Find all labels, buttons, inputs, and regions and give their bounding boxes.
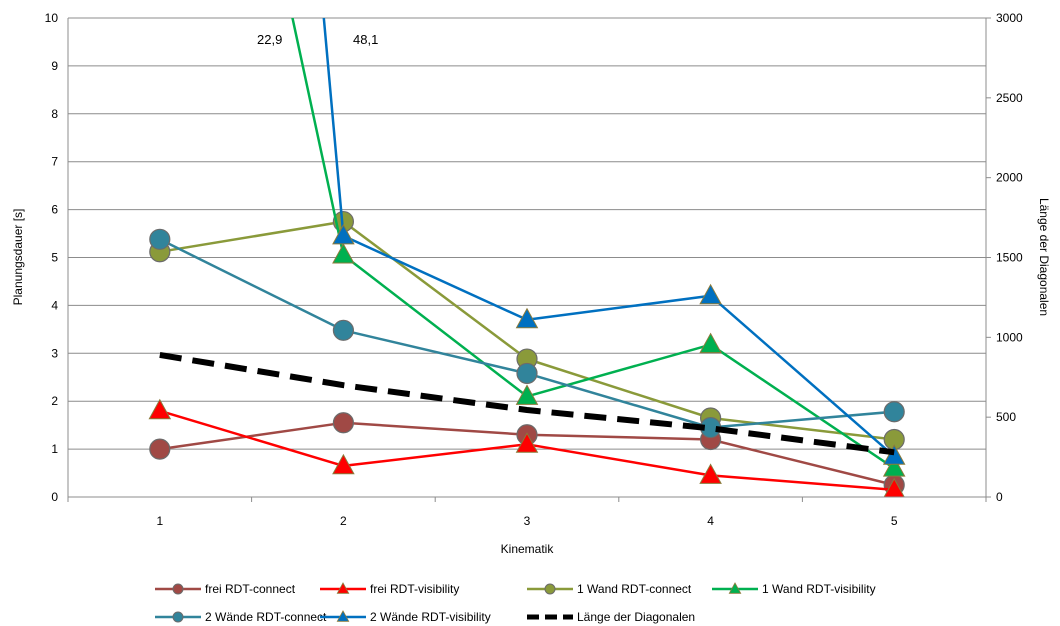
x-tick-label: 1 (156, 514, 163, 528)
y-tick-label: 8 (51, 107, 58, 121)
y2-tick-label: 1000 (996, 330, 1023, 344)
series-2-w-nde-rdt-connect (149, 228, 905, 439)
legend-item: Länge der Diagonalen (527, 610, 695, 624)
data-point (332, 243, 355, 264)
series-2-w-nde-rdt-visibility (322, 18, 906, 465)
x-tick-label: 4 (707, 514, 714, 528)
data-point (332, 453, 355, 475)
x-axis-title: Kinematik (501, 542, 555, 556)
y-tick-label: 7 (51, 155, 58, 169)
data-point (699, 283, 722, 305)
legend-marker (728, 582, 742, 594)
data-point (515, 432, 539, 453)
legend-item: frei RDT-connect (155, 582, 296, 596)
legend-marker (336, 582, 350, 594)
axes: 0 1 2 3 4 5 6 7 8 9 10 0 500 1000 1500 2000 2500 3000 1 2 3 4… (45, 11, 1023, 528)
data-point (882, 456, 906, 477)
legend-item: 1 Wand RDT-connect (527, 582, 692, 596)
y2-tick-label: 2000 (996, 171, 1023, 185)
y-tick-label: 0 (51, 490, 58, 504)
y-axis-title: Planungsdauer [s] (11, 209, 25, 306)
y-tick-label: 1 (51, 442, 58, 456)
legend-marker (336, 610, 350, 622)
data-point (882, 444, 906, 465)
legend-label: frei RDT-connect (205, 582, 296, 596)
data-point (515, 384, 539, 405)
y2-tick-label: 500 (996, 410, 1016, 424)
annotation-value-2: 48,1 (353, 32, 378, 47)
series-line (159, 220, 895, 441)
gridlines (68, 17, 986, 498)
legend: frei RDT-connect frei RDT-visibility 1 Wan… (155, 582, 876, 624)
data-point (515, 307, 539, 329)
x-tick-label: 2 (340, 514, 347, 528)
data-point (883, 477, 905, 497)
data-point (332, 319, 354, 341)
legend-item: 1 Wand RDT-visibility (712, 582, 876, 596)
legend-item: 2 Wände RDT-connect (155, 610, 327, 624)
data-point (149, 228, 171, 250)
data-point (516, 362, 538, 385)
series-layer (148, 18, 906, 497)
x-tick-label: 5 (891, 514, 898, 528)
data-point (699, 463, 722, 484)
y2-tick-label: 0 (996, 490, 1003, 504)
legend-marker (172, 611, 184, 623)
data-point (699, 332, 722, 354)
y-tick-label: 6 (51, 203, 58, 217)
legend-label: 2 Wände RDT-connect (205, 610, 327, 624)
y-tick-label: 2 (51, 394, 58, 408)
data-point (148, 398, 172, 420)
y-tick-label: 10 (45, 11, 59, 25)
data-point (332, 223, 355, 245)
y-tick-label: 4 (51, 298, 58, 312)
y2-tick-label: 2500 (996, 91, 1023, 105)
data-point (883, 401, 905, 423)
legend-marker (172, 583, 184, 595)
legend-label: Länge der Diagonalen (577, 610, 695, 624)
y-tick-label: 9 (51, 59, 58, 73)
series-frei-rdt-visibility (148, 398, 905, 497)
annotation-value-1: 22,9 (257, 32, 282, 47)
y-tick-label: 3 (51, 346, 58, 360)
series-1-wand-rdt-visibility (291, 18, 906, 477)
series-line (159, 351, 895, 456)
legend-label: frei RDT-visibility (370, 582, 459, 596)
legend-item: 2 Wände RDT-visibility (320, 610, 491, 624)
legend-marker (544, 583, 556, 595)
data-point (149, 438, 171, 460)
legend-label: 1 Wand RDT-connect (577, 582, 692, 596)
y2-axis-title: Länge der Diagonalen (1037, 198, 1051, 316)
series-1-wand-rdt-connect (149, 210, 905, 451)
legend-item: frei RDT-visibility (320, 582, 459, 596)
x-tick-label: 3 (524, 514, 531, 528)
y2-tick-label: 1500 (996, 251, 1023, 265)
y2-tick-label: 3000 (996, 11, 1023, 25)
legend-label: 1 Wand RDT-visibility (762, 582, 876, 596)
legend-label: 2 Wände RDT-visibility (370, 610, 491, 624)
series-l-nge-der-diagonalen (159, 351, 895, 456)
data-point (332, 412, 354, 434)
y-tick-label: 5 (51, 251, 58, 265)
